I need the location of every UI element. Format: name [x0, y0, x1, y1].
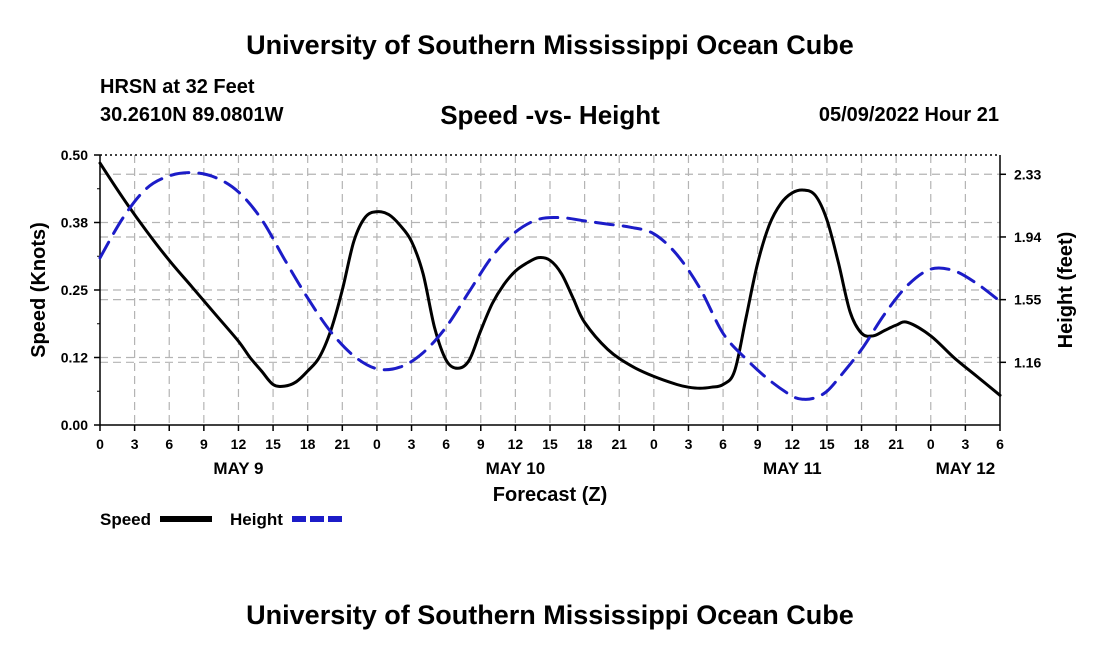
x-date-label: MAY 12: [936, 459, 996, 478]
x-tick-label: 18: [854, 436, 870, 452]
x-tick-label: 6: [719, 436, 727, 452]
y2-tick-label: 1.94: [1014, 229, 1041, 245]
x-date-label: MAY 10: [486, 459, 546, 478]
x-tick-label: 15: [542, 436, 558, 452]
footer-title: University of Southern Mississippi Ocean…: [246, 600, 854, 630]
x-tick-label: 9: [754, 436, 762, 452]
x-tick-label: 21: [888, 436, 904, 452]
x-tick-label: 0: [96, 436, 104, 452]
forecast-datetime: 05/09/2022 Hour 21: [818, 104, 999, 126]
x-tick-label: 12: [785, 436, 801, 452]
x-tick-label: 15: [265, 436, 281, 452]
x-tick-label: 0: [927, 436, 935, 452]
y-tick-label: 0.00: [61, 417, 88, 433]
y2-tick-label: 1.16: [1014, 354, 1041, 370]
x-tick-label: 9: [200, 436, 208, 452]
main-title: University of Southern Mississippi Ocean…: [246, 30, 854, 60]
x-tick-label: 21: [611, 436, 627, 452]
legend-speed-label: Speed: [100, 510, 151, 529]
x-tick-label: 18: [300, 436, 316, 452]
x-tick-label: 3: [131, 436, 139, 452]
x-tick-label: 21: [335, 436, 351, 452]
x-tick-label: 0: [650, 436, 658, 452]
coordinates-label: 30.2610N 89.0801W: [100, 104, 284, 126]
x-tick-label: 15: [819, 436, 835, 452]
y-tick-label: 0.25: [61, 282, 88, 298]
x-date-label: MAY 11: [763, 459, 822, 478]
x-tick-label: 3: [961, 436, 969, 452]
station-label: HRSN at 32 Feet: [100, 76, 255, 98]
y-tick-label: 0.38: [61, 215, 88, 231]
x-tick-label: 3: [408, 436, 416, 452]
y2-tick-label: 2.33: [1014, 166, 1041, 182]
y-tick-label: 0.12: [61, 350, 88, 366]
x-tick-label: 12: [231, 436, 247, 452]
legend-height-label: Height: [230, 510, 283, 529]
x-tick-label: 6: [996, 436, 1004, 452]
x-date-label: MAY 9: [213, 459, 263, 478]
x-tick-label: 18: [577, 436, 593, 452]
x-axis-title: Forecast (Z): [493, 484, 607, 506]
x-tick-label: 12: [508, 436, 524, 452]
x-tick-label: 0: [373, 436, 381, 452]
x-tick-label: 9: [477, 436, 485, 452]
y2-tick-label: 1.55: [1014, 292, 1041, 308]
x-tick-label: 6: [442, 436, 450, 452]
x-tick-label: 6: [165, 436, 173, 452]
speed-series-line: [98, 161, 1002, 397]
chart-subtitle: Speed -vs- Height: [440, 100, 660, 130]
height-series-line: [98, 171, 1002, 401]
x-tick-label: 3: [685, 436, 693, 452]
y-tick-label: 0.50: [61, 147, 88, 163]
y-axis-title: Speed (Knots): [28, 222, 50, 358]
y2-axis-title: Height (feet): [1055, 232, 1077, 349]
